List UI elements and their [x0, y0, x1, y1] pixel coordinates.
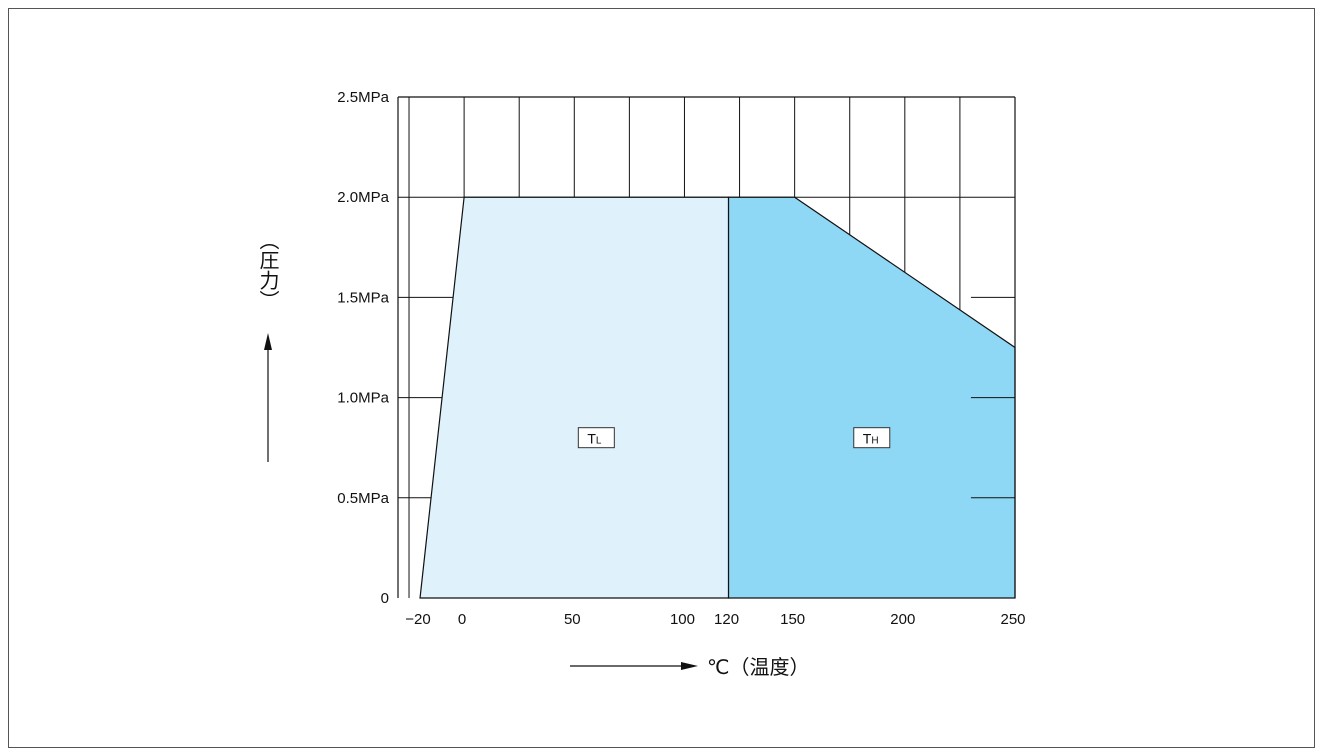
region-label-box — [853, 427, 891, 449]
y-tick-label: 1.0MPa — [337, 390, 389, 407]
region-label-box — [577, 427, 615, 449]
x-axis-title: ℃（温度） — [707, 655, 809, 679]
x-tick-label: 50 — [564, 611, 581, 628]
regions-layer — [419, 196, 1016, 599]
x-tick-label: 120 — [714, 611, 739, 628]
x-tick-label: 0 — [458, 611, 466, 628]
y-tick-label: 0.5MPa — [337, 490, 389, 507]
y-axis-title: （圧力） — [256, 230, 280, 310]
y-tick-label: 2.5MPa — [337, 89, 389, 106]
x-tick-label: 250 — [1000, 611, 1025, 628]
x-tick-label: −20 — [405, 611, 430, 628]
x-tick-label: 200 — [890, 611, 915, 628]
y-axis-arrow-head — [264, 333, 272, 350]
labels-layer: 0 0.5MPa 1.0MPa 1.5MPa 2.0MPa 2.5MPa −20 0 50 100… — [337, 89, 1025, 628]
x-axis-arrow-head — [681, 662, 698, 670]
pressure-temperature-chart: 0 0.5MPa 1.0MPa 1.5MPa 2.0MPa 2.5MPa −20 0 50 100… — [256, 89, 1026, 679]
y-tick-label: 0 — [381, 590, 389, 607]
region-label: TH — [863, 431, 879, 447]
axis-titles-layer: （圧力） ℃（温度） — [256, 230, 809, 679]
grid-layer — [397, 96, 1016, 598]
region-tl — [419, 196, 730, 599]
x-tick-label: 100 — [670, 611, 695, 628]
x-tick-label: 150 — [780, 611, 805, 628]
region-label: TL — [587, 431, 602, 447]
y-tick-label: 2.0MPa — [337, 189, 389, 206]
y-tick-label: 1.5MPa — [337, 289, 389, 306]
